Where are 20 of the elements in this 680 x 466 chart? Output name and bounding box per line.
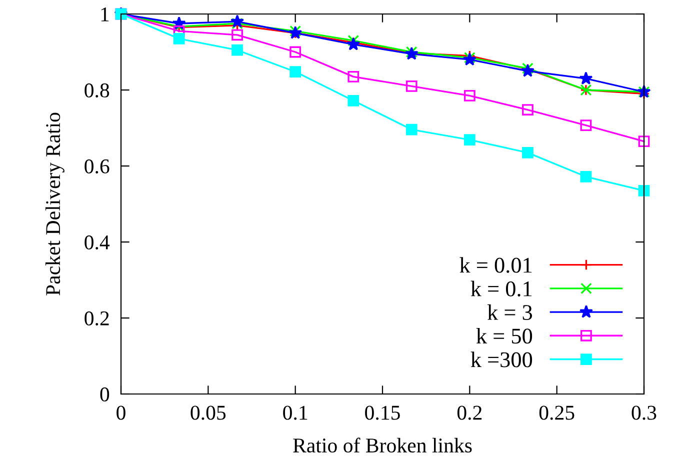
y-tick-label: 0.8 (84, 83, 110, 98)
y-axis-title: Packet Delivery Ratio (45, 112, 64, 296)
y-tick-label: 0.4 (84, 235, 110, 250)
x-tick-label: 0.25 (539, 406, 574, 420)
y-tick-label: 0.6 (84, 159, 110, 174)
legend-label: k = 0.1 (470, 280, 532, 296)
x-tick-label: 0.05 (190, 406, 226, 420)
x-axis-title: Ratio of Broken links (293, 438, 472, 453)
y-tick-label: 1 (101, 7, 109, 22)
legend-label: k = 3 (487, 304, 532, 320)
legend-label: k = 50 (476, 328, 532, 344)
x-tick-label: 0.2 (457, 406, 482, 420)
x-tick-label: 0.1 (283, 406, 308, 420)
x-tick-label: 0.3 (632, 406, 656, 420)
y-tick-label: 0 (100, 387, 110, 402)
x-tick-label: 0.15 (365, 406, 400, 420)
x-tick-label: 0 (116, 406, 126, 420)
y-tick-label: 0.2 (84, 311, 109, 326)
legend-label: k =300 (470, 352, 532, 368)
legend-label: k = 0.01 (460, 257, 532, 273)
